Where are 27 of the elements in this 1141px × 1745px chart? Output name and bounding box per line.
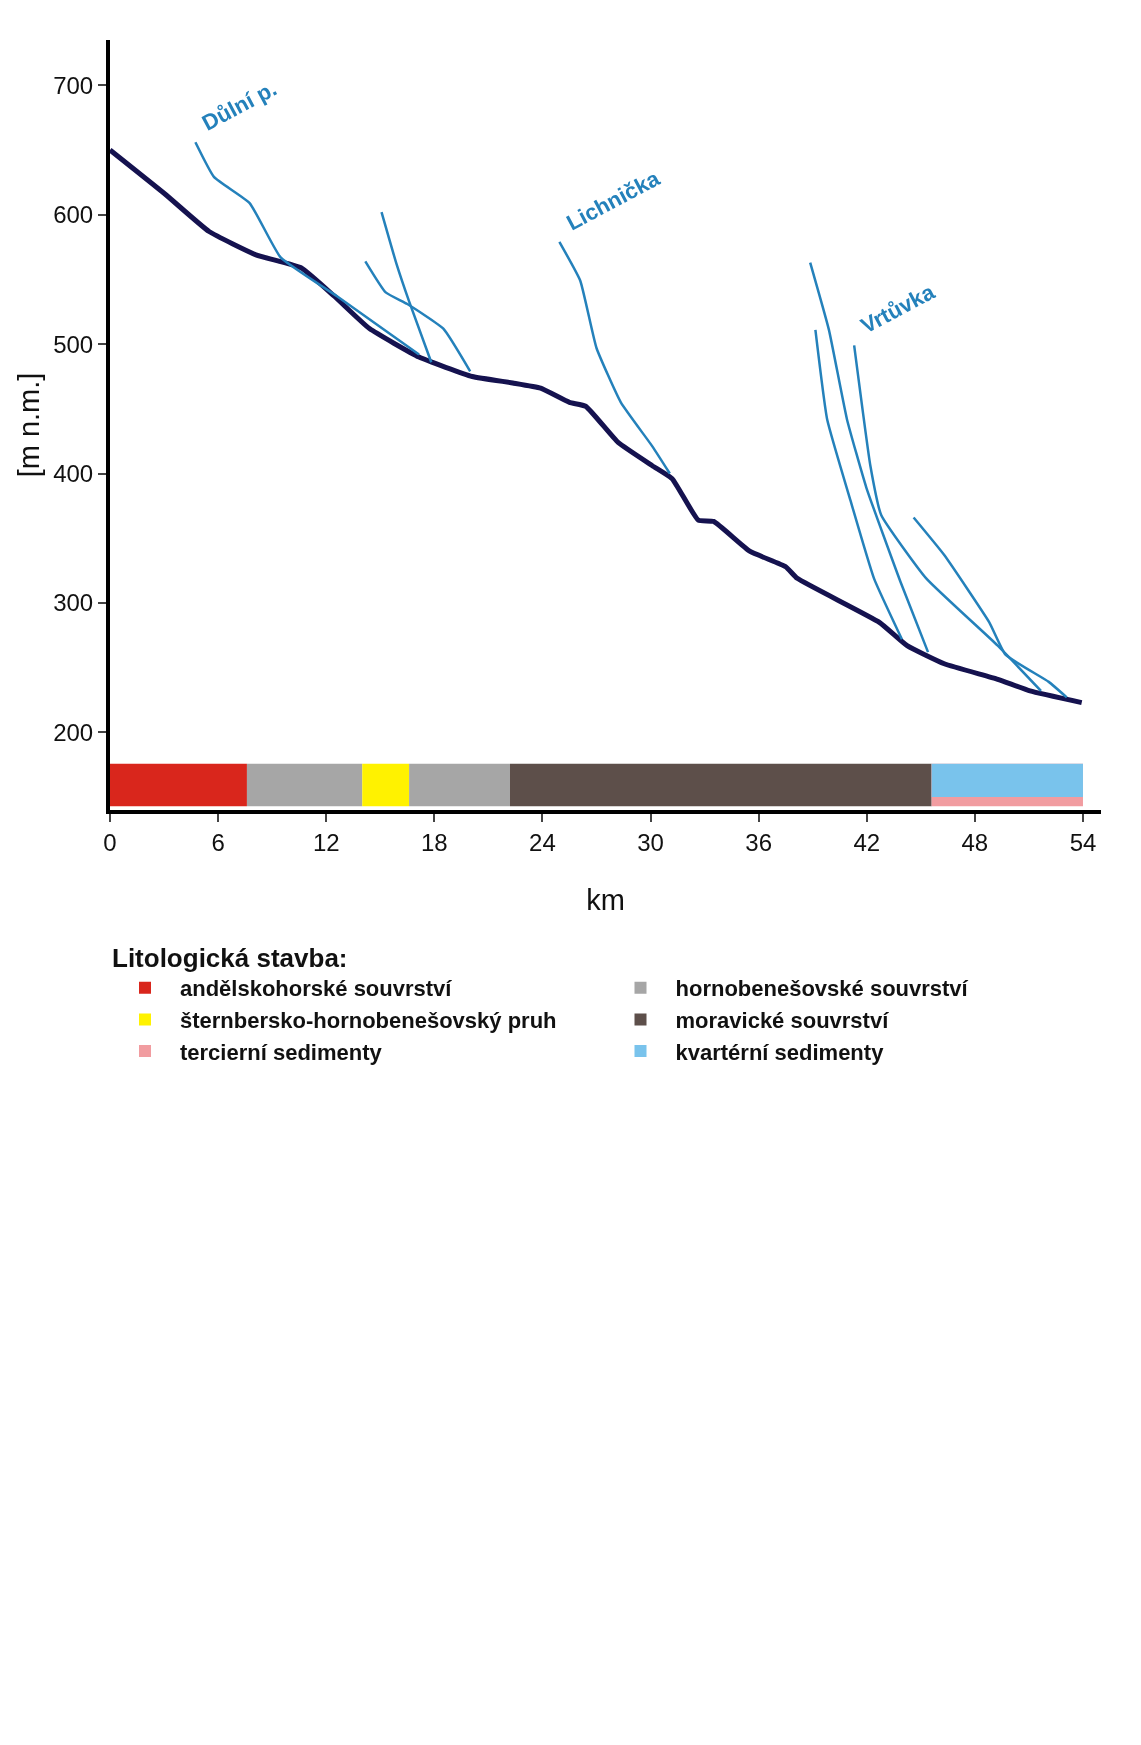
legend-label: moravické souvrství — [675, 1007, 890, 1033]
x-tick-label: 48 — [961, 828, 989, 856]
x-tick-label: 30 — [637, 828, 664, 856]
legend-title: Litologická stavba: — [112, 943, 348, 973]
legend-label: šternbersko-hornobenešovský pruh — [180, 1007, 557, 1033]
y-tick-label: 200 — [53, 718, 94, 746]
x-tick-label: 42 — [853, 828, 881, 856]
y-tick-label: 300 — [53, 589, 94, 617]
y-tick-label: 600 — [53, 201, 94, 229]
legend-label: hornobenešovské souvrství — [675, 976, 969, 1002]
x-tick-label: 12 — [312, 828, 340, 856]
legend-label: kvartérní sedimenty — [675, 1039, 885, 1065]
x-tick-label: 6 — [211, 828, 225, 856]
line-series — [194, 140, 421, 356]
x-tick-label: 36 — [745, 828, 772, 856]
y-tick-label: 700 — [53, 71, 94, 99]
x-tick-label: 0 — [103, 828, 117, 856]
x-axis-title: km — [586, 884, 625, 916]
line-series — [558, 240, 672, 475]
y-axis-title: [m n.m.] — [13, 372, 45, 478]
x-tick-label: 54 — [1069, 828, 1097, 856]
x-tick-label: 24 — [529, 828, 556, 856]
legend-label: andělskohorské souvrství — [180, 976, 453, 1002]
legend-label: tercierní sedimenty — [180, 1039, 383, 1065]
y-tick-label: 400 — [53, 459, 94, 487]
y-tick-label: 500 — [53, 330, 94, 358]
x-tick-label: 18 — [420, 828, 448, 856]
